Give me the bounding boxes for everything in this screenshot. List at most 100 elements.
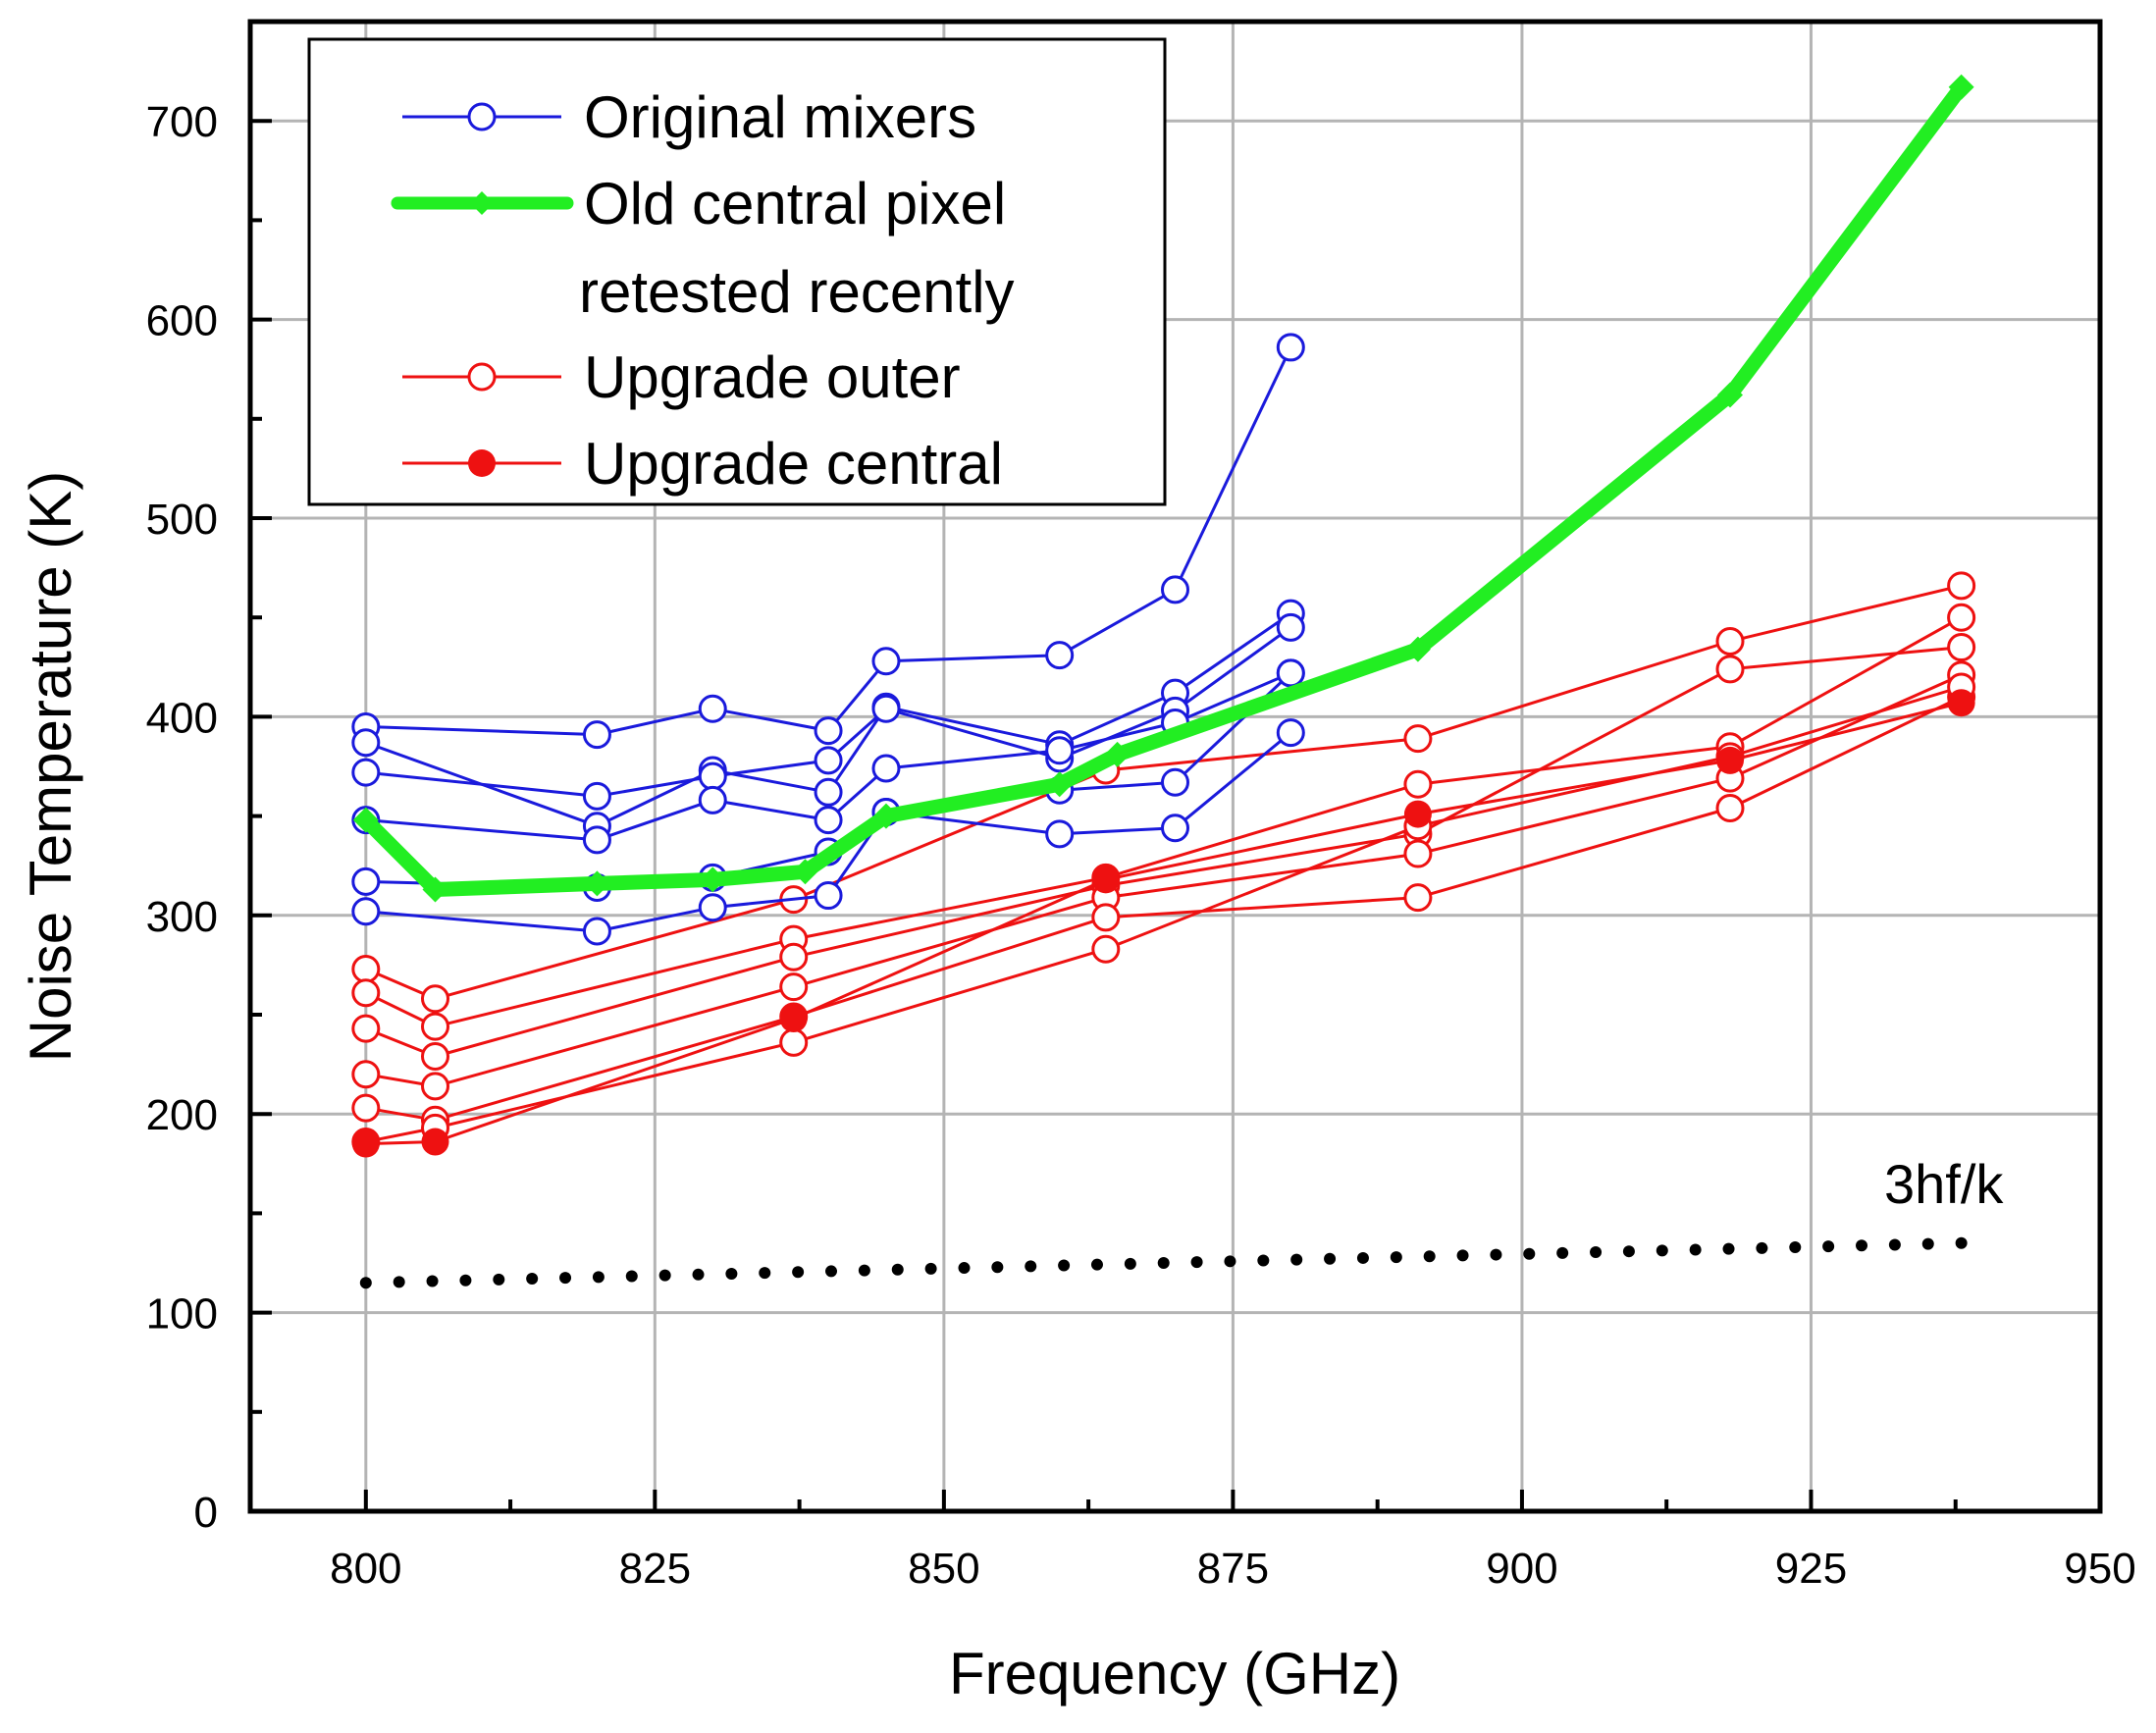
- plot-frame: [247, 19, 2103, 1514]
- original-mixer-point: [871, 754, 901, 783]
- dotted-3hfk-point: [1356, 1251, 1369, 1264]
- old-central-pixel-point: [584, 870, 610, 897]
- original-mixer-point: [1045, 736, 1075, 765]
- legend-marker-upgrade-central: [468, 449, 496, 477]
- dotted-3hfk-point: [858, 1264, 870, 1277]
- x-tick-label: 850: [908, 1545, 979, 1593]
- original-mixer-point: [582, 825, 611, 855]
- dotted-3hfk-point: [658, 1269, 671, 1282]
- original-mixer-point: [351, 758, 381, 787]
- y-tick-label: 200: [146, 1091, 218, 1139]
- dotted-3hfk-point: [526, 1273, 539, 1286]
- original-mixer-point: [351, 728, 381, 758]
- y-tick-label: 700: [146, 98, 218, 146]
- original-mixer-point: [814, 716, 843, 746]
- plot-series: [351, 74, 1976, 1289]
- dotted-3hfk-point: [1157, 1257, 1170, 1269]
- dotted-3hfk-point: [493, 1273, 505, 1286]
- original-mixer-point: [871, 647, 901, 676]
- upgrade-outer-point: [1947, 603, 1976, 632]
- dotted-3hfk-point: [393, 1276, 405, 1288]
- dotted-3hfk-point: [592, 1271, 605, 1284]
- dotted-3hfk-point: [991, 1261, 1004, 1274]
- x-tick-label: 950: [2064, 1545, 2135, 1593]
- upgrade-outer-point: [421, 1012, 449, 1041]
- upgrade-outer-point: [351, 954, 381, 983]
- upgrade-outer-point: [351, 978, 381, 1008]
- original-mixer-point: [814, 746, 843, 775]
- dotted-3hfk-point: [1523, 1247, 1536, 1260]
- legend: Original mixers Old central pixel retest…: [307, 37, 1167, 506]
- original-mixer-point: [582, 720, 611, 750]
- legend-label-upgrade-outer: Upgrade outer: [584, 344, 961, 410]
- y-tick-label: 500: [146, 496, 218, 544]
- dotted-3hfk-point: [1856, 1239, 1868, 1252]
- dotted-3hfk-point: [1190, 1256, 1203, 1269]
- dotted-3hfk-point: [825, 1265, 838, 1278]
- dotted-3hfk-point: [1224, 1255, 1236, 1268]
- legend-marker-upgrade-outer: [467, 362, 497, 392]
- old-central-pixel-point: [1104, 741, 1131, 767]
- dotted-3hfk-point: [1888, 1238, 1901, 1251]
- dotted-3hfk-point: [725, 1267, 738, 1280]
- upgrade-outer-point: [351, 1060, 381, 1089]
- original-mixer-line: [364, 625, 1292, 798]
- x-tick-label: 825: [619, 1545, 691, 1593]
- original-mixer-point: [1276, 658, 1305, 688]
- original-mixer-point: [698, 694, 727, 723]
- y-tick-label: 0: [194, 1489, 218, 1537]
- original-mixer-line: [364, 345, 1292, 737]
- upgrade-outer-point: [1091, 903, 1121, 932]
- x-tick-label: 875: [1197, 1545, 1269, 1593]
- dotted-3hfk-point: [1025, 1260, 1037, 1273]
- upgrade-central-point: [1091, 866, 1120, 894]
- upgrade-outer-point: [1091, 934, 1121, 964]
- dotted-3hfk-point: [1390, 1251, 1402, 1264]
- dotted-3hfk-point: [1822, 1240, 1835, 1253]
- original-mixer-point: [698, 785, 727, 814]
- x-tick-label: 800: [330, 1545, 401, 1593]
- old-central-pixel-point: [1717, 382, 1743, 408]
- upgrade-outer-point: [1715, 794, 1745, 823]
- upgrade-outer-point: [351, 1014, 381, 1043]
- original-mixer-line: [364, 671, 1292, 933]
- upgrade-outer-point: [1947, 633, 1976, 662]
- upgrade-central-point: [1403, 800, 1432, 828]
- upgrade-outer-point: [779, 942, 809, 972]
- original-mixer-line: [364, 611, 1292, 828]
- y-tick-label: 600: [146, 297, 218, 345]
- original-mixer-point: [814, 881, 843, 911]
- dotted-3hfk-point: [1756, 1241, 1768, 1254]
- upgrade-outer-point: [779, 972, 809, 1002]
- original-mixer-line: [364, 671, 1292, 842]
- x-tick-label: 900: [1486, 1545, 1557, 1593]
- upgrade-outer-point: [421, 1042, 449, 1072]
- dotted-3hfk-point: [1955, 1236, 1968, 1249]
- original-mixer-point: [582, 781, 611, 811]
- dotted-3hfk-point: [1921, 1237, 1934, 1250]
- y-tick-label: 300: [146, 893, 218, 941]
- dotted-3hfk-point: [1058, 1259, 1071, 1272]
- original-mixer-point: [1045, 819, 1075, 849]
- original-mixer-point: [698, 893, 727, 922]
- original-mixer-point: [351, 866, 381, 896]
- upgrade-outer-point: [1403, 724, 1433, 754]
- upgrade-outer-point: [421, 984, 449, 1014]
- legend-label-upgrade-central: Upgrade central: [584, 431, 1003, 497]
- upgrade-outer-point: [1715, 655, 1745, 684]
- upgrade-outer-point: [1947, 571, 1976, 601]
- original-mixer-point: [1161, 575, 1189, 604]
- dotted-3hfk-point: [1622, 1245, 1635, 1258]
- old-central-pixel-point: [422, 876, 448, 903]
- dotted-3hfk-point: [891, 1263, 904, 1276]
- dotted-3hfk-point: [1722, 1242, 1735, 1255]
- dotted-3hfk-point: [1257, 1254, 1270, 1267]
- dotted-3hfk-point: [1590, 1246, 1603, 1259]
- old-central-pixel-point: [872, 803, 899, 829]
- legend-marker-original: [467, 102, 497, 131]
- dotted-3hfk-point: [1556, 1246, 1569, 1259]
- dotted-3hfk-point: [1423, 1250, 1436, 1263]
- original-mixer-point: [871, 694, 901, 723]
- upgrade-outer-point: [421, 1072, 449, 1101]
- x-tick-label: 925: [1775, 1545, 1847, 1593]
